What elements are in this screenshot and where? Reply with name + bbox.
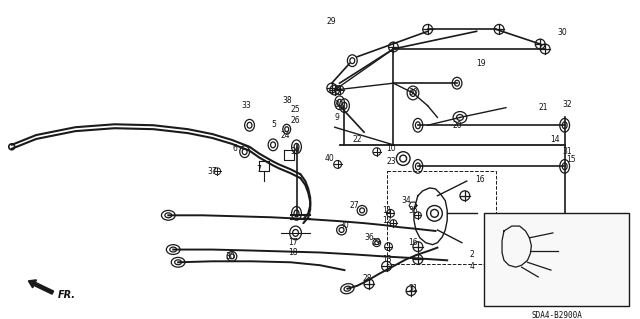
Text: 1: 1: [604, 260, 608, 269]
Text: 30: 30: [340, 221, 349, 230]
Text: 30: 30: [408, 88, 418, 98]
Text: 20: 20: [452, 121, 462, 130]
Text: 7: 7: [256, 165, 260, 174]
Text: 26: 26: [291, 116, 300, 125]
Text: 36: 36: [364, 233, 374, 242]
FancyArrow shape: [28, 280, 54, 294]
Text: 5: 5: [271, 120, 276, 129]
Text: 16: 16: [550, 228, 560, 237]
Text: 40: 40: [325, 154, 335, 163]
Text: 29: 29: [372, 238, 381, 247]
Bar: [387, 171, 496, 264]
Text: 17: 17: [288, 238, 298, 247]
Text: 24: 24: [281, 130, 291, 139]
Text: 23: 23: [387, 157, 396, 166]
Text: 10: 10: [387, 144, 396, 153]
Text: 16: 16: [476, 174, 485, 184]
Text: 32: 32: [563, 100, 572, 109]
Text: FR.: FR.: [58, 290, 76, 300]
Text: 29: 29: [327, 17, 337, 26]
Text: 25: 25: [291, 105, 300, 114]
Text: 39: 39: [291, 147, 300, 156]
Text: 14: 14: [550, 136, 560, 145]
Text: 9: 9: [334, 113, 339, 122]
Text: 19: 19: [477, 59, 486, 68]
Text: 28: 28: [362, 274, 372, 283]
Text: 3: 3: [604, 277, 608, 286]
Text: 34: 34: [401, 196, 411, 205]
Text: 31: 31: [563, 147, 572, 156]
Text: 31: 31: [408, 284, 418, 293]
Text: 30: 30: [558, 28, 568, 37]
Text: 22: 22: [353, 136, 362, 145]
Text: 2: 2: [469, 250, 474, 259]
Text: 15: 15: [566, 155, 575, 164]
Text: 30: 30: [225, 252, 235, 261]
Text: 18: 18: [288, 248, 298, 257]
Text: 38: 38: [283, 96, 292, 105]
Bar: [484, 213, 629, 306]
Text: 27: 27: [349, 201, 359, 210]
Text: 12: 12: [382, 216, 391, 225]
Text: 37: 37: [207, 167, 217, 176]
Text: 33: 33: [242, 101, 252, 110]
Text: 4: 4: [469, 262, 474, 271]
Text: 13: 13: [381, 255, 392, 264]
Text: 8: 8: [334, 100, 339, 109]
Text: 21: 21: [538, 103, 548, 112]
Text: SDA4-B2900A: SDA4-B2900A: [531, 311, 582, 319]
Text: 6: 6: [232, 144, 237, 153]
Text: 16: 16: [408, 238, 418, 247]
Text: 35: 35: [408, 206, 418, 215]
Text: 11: 11: [382, 206, 391, 215]
